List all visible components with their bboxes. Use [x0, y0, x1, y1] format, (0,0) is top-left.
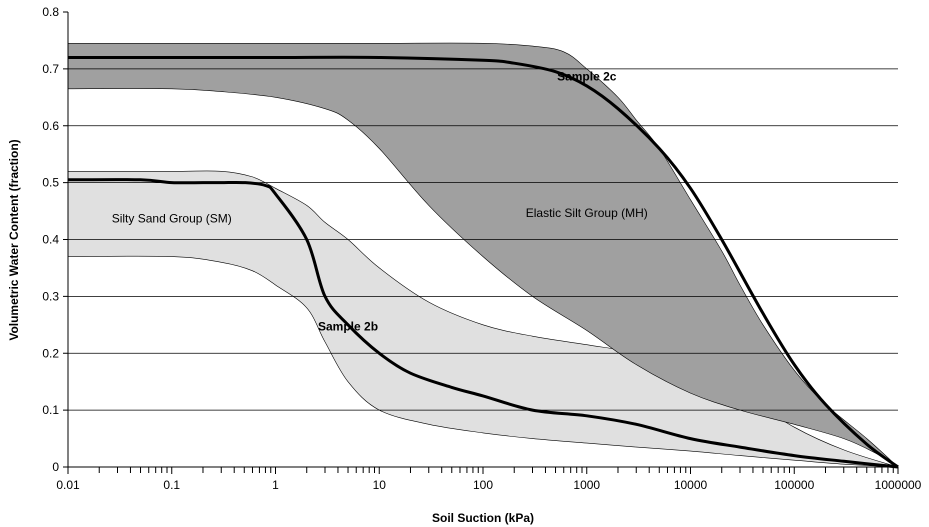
grid-layer — [68, 68, 898, 411]
label-sample-2c: Sample 2c — [557, 69, 617, 83]
y-axis-title: Volumetric Water Content (fraction) — [7, 139, 21, 340]
x-tick-label: 10 — [373, 478, 387, 492]
x-tick-label: 0.01 — [56, 478, 80, 492]
x-axis-title: Soil Suction (kPa) — [432, 511, 534, 525]
label-sample-2b: Sample 2b — [318, 320, 378, 334]
x-tick-label: 1 — [272, 478, 279, 492]
y-tick-label: 0.3 — [42, 289, 59, 303]
series-layer — [67, 55, 899, 469]
y-tick-label: 0.1 — [42, 403, 59, 417]
x-tick-label: 1000000 — [875, 478, 922, 492]
series-line-sample-2b — [67, 178, 899, 469]
y-tick-label: 0.4 — [42, 233, 59, 247]
y-tick-label: 0.7 — [42, 62, 59, 76]
label-silty-sand-group: Silty Sand Group (SM) — [112, 211, 232, 225]
y-tick-label: 0.8 — [42, 5, 59, 19]
bands-layer — [67, 42, 899, 468]
annotations-layer: Sample 2c Elastic Silt Group (MH) Silty Sa… — [112, 69, 648, 333]
x-tick-label: 0.1 — [163, 478, 180, 492]
label-elastic-silt-group: Elastic Silt Group (MH) — [526, 206, 648, 220]
y-tick-label: 0.5 — [42, 176, 59, 190]
series-line-sample-2c — [67, 55, 899, 469]
ticks-layer — [63, 11, 899, 474]
y-tick-label: 0.2 — [42, 346, 59, 360]
x-tick-label: 1000 — [573, 478, 600, 492]
x-tick-label: 10000 — [674, 478, 708, 492]
labels-layer: 0.01 0.1 1 10 100 1000 10000 100000 1000000 0 0.1 0… — [42, 5, 921, 492]
x-tick-label: 100000 — [774, 478, 814, 492]
x-tick-label: 100 — [473, 478, 493, 492]
y-tick-label: 0.6 — [42, 119, 59, 133]
y-tick-label: 0 — [52, 460, 59, 474]
